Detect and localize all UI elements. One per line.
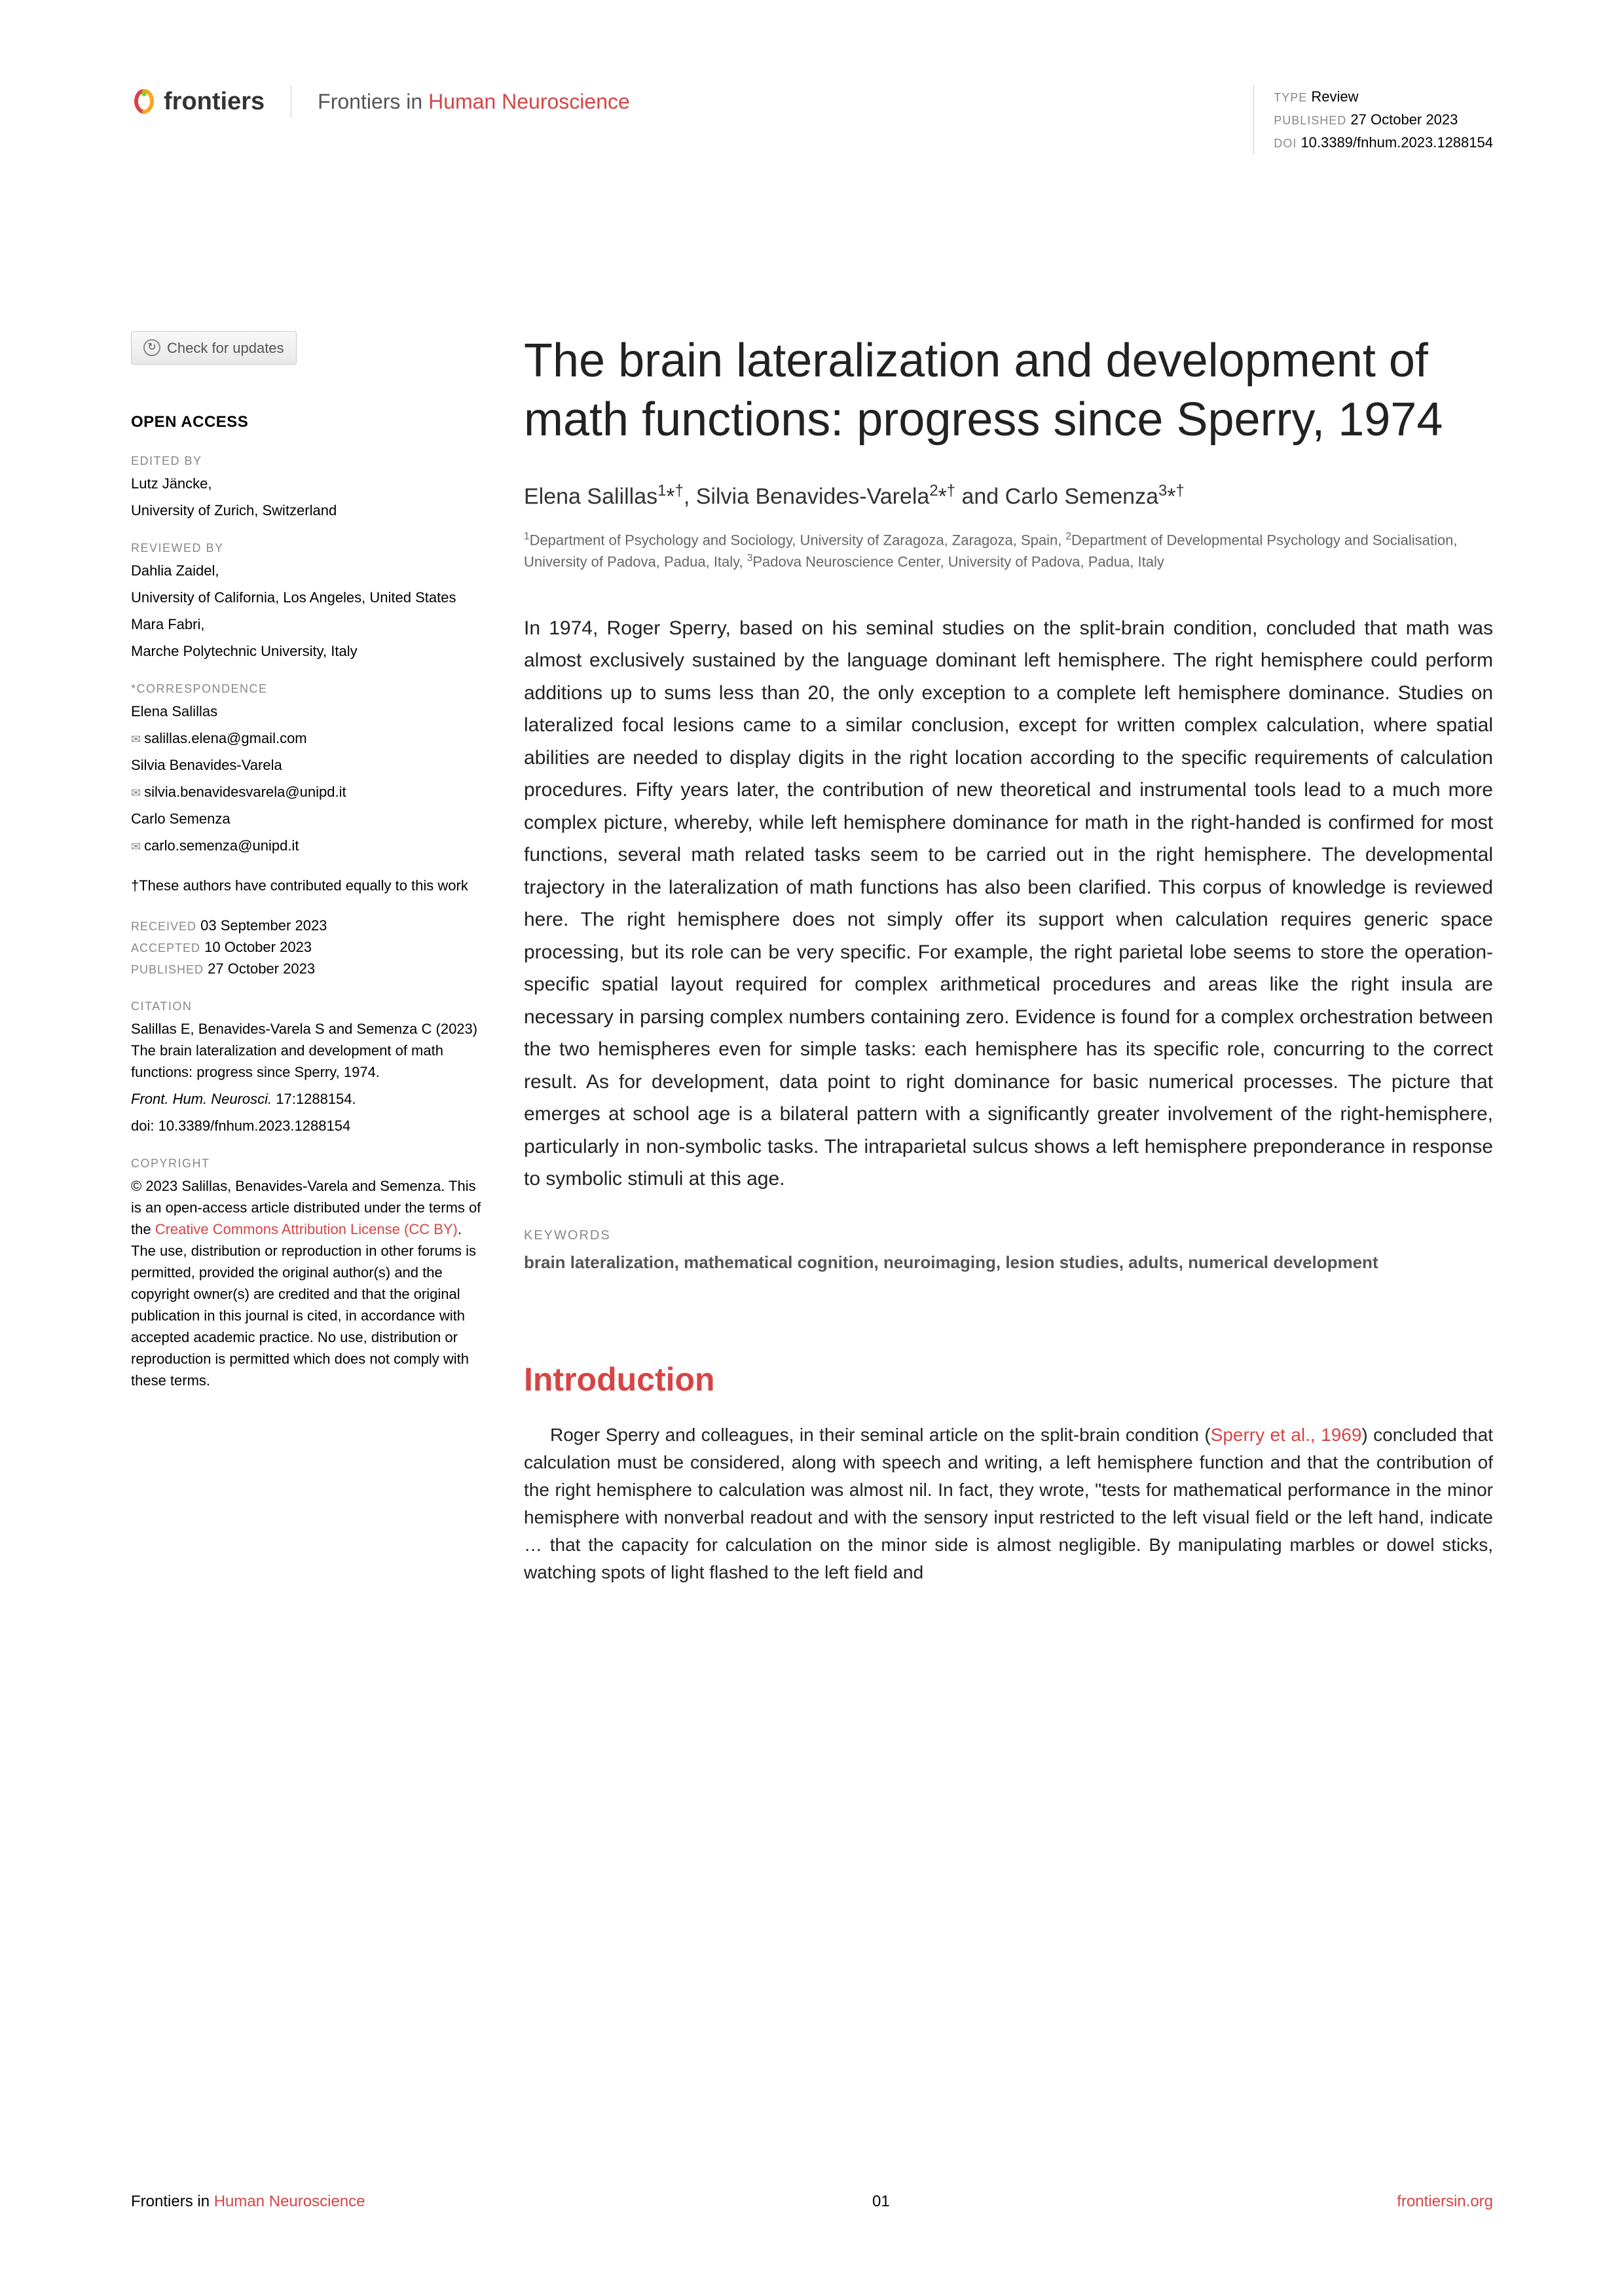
footer-page-number: 01 — [872, 2193, 890, 2211]
cc-by-link[interactable]: Creative Commons Attribution License (CC… — [155, 1221, 458, 1237]
corr3-email[interactable]: ✉ carlo.semenza@unipd.it — [131, 835, 485, 856]
updates-label: Check for updates — [167, 337, 284, 359]
published-label: PUBLISHED — [1274, 114, 1346, 127]
keywords: brain lateralization, mathematical cogni… — [524, 1250, 1493, 1275]
reviewer2-affiliation: Marche Polytechnic University, Italy — [131, 640, 485, 662]
corr2-email[interactable]: ✉ silvia.benavidesvarela@unipd.it — [131, 781, 485, 803]
reviewed-by-label: REVIEWED BY — [131, 539, 485, 557]
introduction-body: Roger Sperry and colleagues, in their se… — [524, 1421, 1493, 1586]
envelope-icon: ✉ — [131, 840, 144, 853]
copyright-label: COPYRIGHT — [131, 1155, 485, 1173]
citation-doi: doi: 10.3389/fnhum.2023.1288154 — [131, 1115, 485, 1137]
authors: Elena Salillas1*†, Silvia Benavides-Vare… — [524, 482, 1493, 509]
citation-text: Salillas E, Benavides-Varela S and Semen… — [131, 1018, 485, 1083]
reviewer1-name: Dahlia Zaidel, — [131, 560, 485, 581]
published2-value: 27 October 2023 — [208, 960, 315, 977]
page-header: frontiers Frontiers in Human Neuroscienc… — [0, 0, 1624, 168]
published-value: 27 October 2023 — [1350, 111, 1458, 128]
article-title: The brain lateralization and development… — [524, 331, 1493, 449]
main-content: The brain lateralization and development… — [524, 331, 1493, 1586]
received-label: RECEIVED — [131, 920, 196, 933]
introduction-heading: Introduction — [524, 1360, 1493, 1398]
editor-affiliation: University of Zurich, Switzerland — [131, 500, 485, 521]
publisher-name: frontiers — [164, 88, 265, 116]
envelope-icon: ✉ — [131, 733, 144, 746]
type-value: Review — [1311, 88, 1358, 105]
accepted-label: ACCEPTED — [131, 941, 200, 955]
keywords-label: KEYWORDS — [524, 1228, 1493, 1243]
corr1-name: Elena Salillas — [131, 701, 485, 722]
frontiers-logo-icon — [131, 88, 157, 115]
corr1-email[interactable]: ✉ salillas.elena@gmail.com — [131, 727, 485, 749]
equal-contribution-note: †These authors have contributed equally … — [131, 875, 485, 896]
affiliations: 1Department of Psychology and Sociology,… — [524, 529, 1493, 573]
doi-label: DOI — [1274, 137, 1297, 150]
reviewer1-affiliation: University of California, Los Angeles, U… — [131, 587, 485, 608]
corr3-name: Carlo Semenza — [131, 808, 485, 829]
published2-label: PUBLISHED — [131, 963, 204, 976]
editor-name: Lutz Jäncke, — [131, 473, 485, 494]
doi-value: 10.3389/fnhum.2023.1288154 — [1301, 134, 1493, 151]
footer-journal: Frontiers in Human Neuroscience — [131, 2193, 365, 2211]
correspondence-label: *CORRESPONDENCE — [131, 680, 485, 698]
citation-link[interactable]: Sperry et al., 1969 — [1211, 1425, 1362, 1445]
header-left: frontiers Frontiers in Human Neuroscienc… — [131, 85, 630, 118]
journal-name: Frontiers in Human Neuroscience — [318, 90, 630, 114]
type-label: TYPE — [1274, 91, 1307, 104]
sidebar: ↻ Check for updates OPEN ACCESS EDITED B… — [131, 331, 485, 1586]
citation-journal: Front. Hum. Neurosci. 17:1288154. — [131, 1088, 485, 1110]
abstract: In 1974, Roger Sperry, based on his semi… — [524, 612, 1493, 1195]
publisher-logo: frontiers — [131, 88, 265, 116]
accepted-value: 10 October 2023 — [204, 939, 312, 955]
check-updates-button[interactable]: ↻ Check for updates — [131, 331, 297, 365]
header-metadata: TYPE Review PUBLISHED 27 October 2023 DO… — [1253, 85, 1493, 155]
edited-by-label: EDITED BY — [131, 452, 485, 470]
page-footer: Frontiers in Human Neuroscience 01 front… — [131, 2193, 1493, 2211]
reviewer2-name: Mara Fabri, — [131, 613, 485, 635]
content-area: ↻ Check for updates OPEN ACCESS EDITED B… — [0, 168, 1624, 1586]
open-access-heading: OPEN ACCESS — [131, 410, 485, 434]
corr2-name: Silvia Benavides-Varela — [131, 754, 485, 776]
envelope-icon: ✉ — [131, 786, 144, 799]
updates-icon: ↻ — [143, 339, 160, 356]
citation-label: CITATION — [131, 998, 485, 1015]
received-value: 03 September 2023 — [200, 917, 327, 934]
copyright-text: © 2023 Salillas, Benavides-Varela and Se… — [131, 1175, 485, 1391]
footer-url[interactable]: frontiersin.org — [1397, 2193, 1493, 2211]
